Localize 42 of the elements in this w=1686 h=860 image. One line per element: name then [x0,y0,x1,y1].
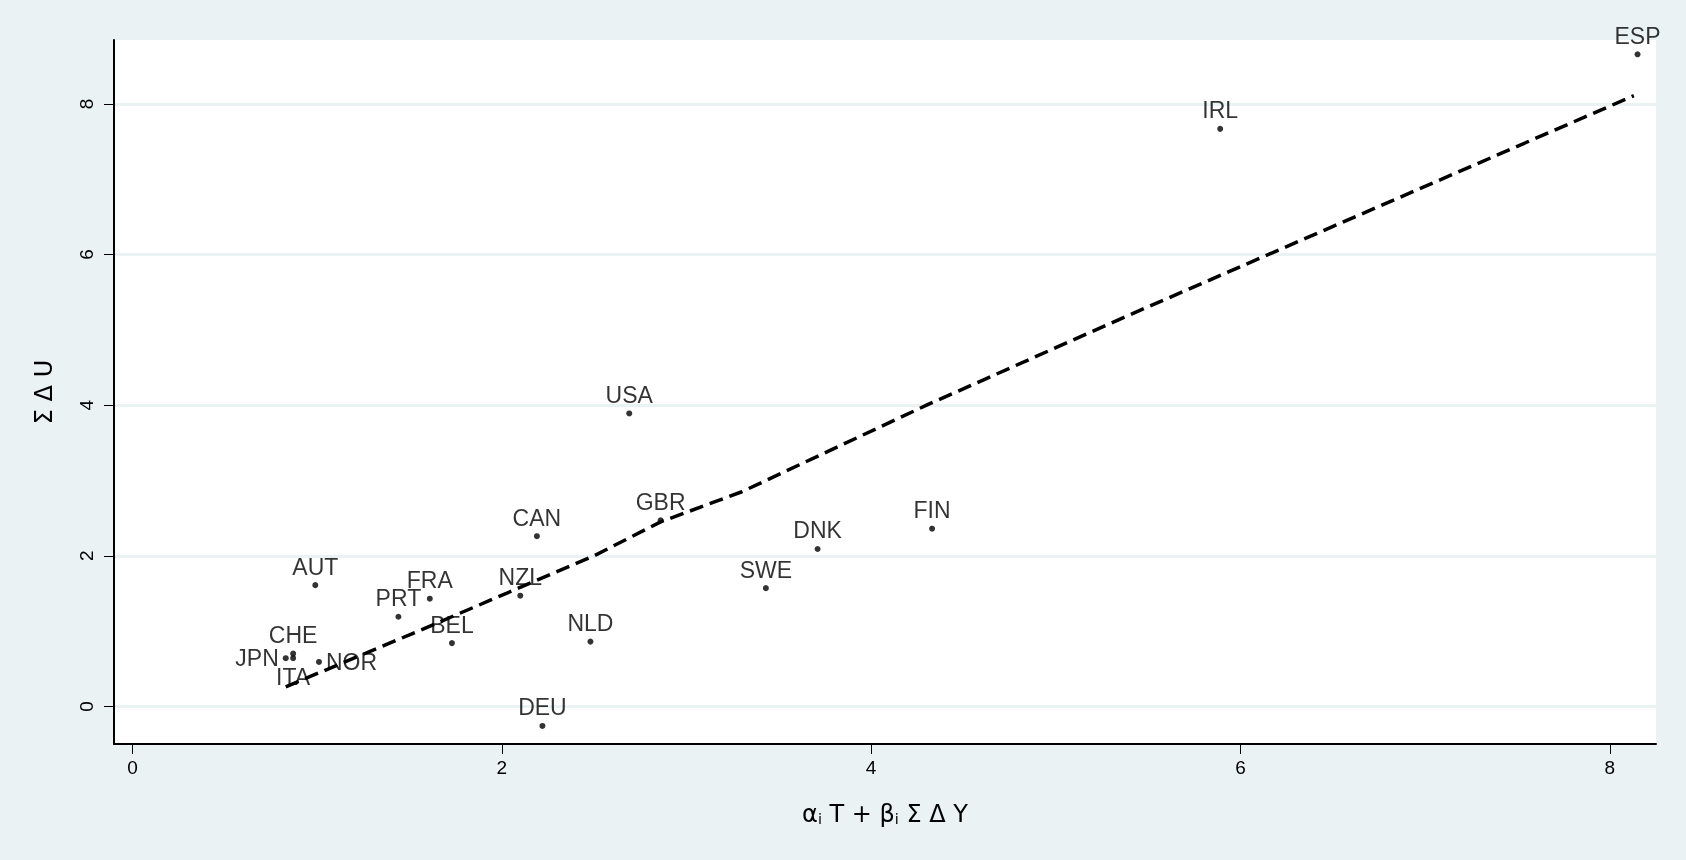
series-label: CAN [512,504,562,531]
point [290,655,297,662]
point [626,410,633,417]
series-label: ESP [1614,22,1661,49]
y-tick-label: 4 [76,399,97,411]
series-label: DNK [793,517,843,544]
x-tick-label: 8 [1604,757,1616,778]
point [517,592,524,599]
series-label: SWE [739,556,793,583]
point [533,533,540,540]
point [539,722,546,729]
point [762,585,769,592]
point [282,655,289,662]
series-label: FIN [913,497,951,524]
series-label: AUT [292,553,339,580]
y-tick-label: 6 [76,249,97,260]
series-label: IRL [1202,97,1239,124]
point [929,525,936,532]
point [312,582,319,589]
series-label: GBR [635,488,686,515]
x-axis-title: αi T + βi Σ Δ Y [802,800,969,828]
point [587,638,594,645]
point [1217,125,1224,132]
series-label: USA [605,381,654,408]
y-tick-label: 0 [76,701,97,712]
point [426,595,433,602]
point [448,640,455,647]
point [315,658,322,665]
y-tick-label: 2 [76,550,97,562]
series-label: NLD [567,610,614,637]
x-tick-label: 2 [496,757,508,778]
point [657,517,664,524]
series-label: NZL [498,564,543,591]
point [1634,51,1641,58]
x-tick-label: 4 [865,757,877,778]
point [814,545,821,552]
x-tick-label: 0 [127,757,138,778]
x-tick-label: 6 [1235,757,1246,778]
series-label: DEU [518,694,567,721]
y-axis-title: Σ Δ U [30,359,58,425]
point [395,613,402,620]
y-tick-label: 8 [76,98,97,110]
